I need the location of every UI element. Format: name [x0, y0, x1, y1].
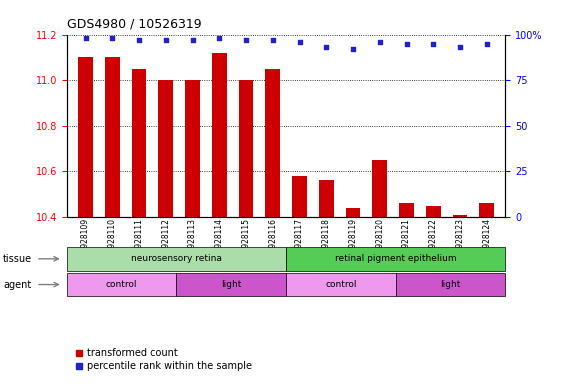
Bar: [78, 57, 93, 217]
Legend: transformed count, percentile rank within the sample: transformed count, percentile rank withi…: [71, 344, 256, 375]
Text: neurosensory retina: neurosensory retina: [131, 254, 222, 263]
Point: [349, 46, 358, 52]
Bar: [426, 205, 440, 217]
Point: [482, 41, 492, 47]
Bar: [67, 273, 177, 296]
Bar: [105, 57, 120, 217]
Point: [107, 35, 117, 41]
Bar: [319, 180, 333, 217]
Text: light: light: [440, 280, 461, 289]
Point: [241, 37, 250, 43]
Bar: [346, 208, 360, 217]
Point: [188, 37, 197, 43]
Point: [322, 44, 331, 50]
Point: [295, 39, 304, 45]
Bar: [292, 176, 307, 217]
Point: [81, 35, 90, 41]
Text: tissue: tissue: [3, 254, 32, 264]
Bar: [177, 273, 286, 296]
Bar: [399, 203, 414, 217]
Bar: [67, 247, 286, 271]
Bar: [239, 80, 253, 217]
Bar: [453, 215, 467, 217]
Point: [429, 41, 438, 47]
Point: [134, 37, 144, 43]
Text: control: control: [106, 280, 137, 289]
Bar: [185, 80, 200, 217]
Point: [402, 41, 411, 47]
Point: [375, 39, 385, 45]
Text: agent: agent: [3, 280, 31, 290]
Bar: [132, 69, 146, 217]
Point: [214, 35, 224, 41]
Bar: [396, 273, 505, 296]
Text: light: light: [221, 280, 242, 289]
Bar: [266, 69, 280, 217]
Bar: [212, 53, 227, 217]
Text: retinal pigment epithelium: retinal pigment epithelium: [335, 254, 457, 263]
Bar: [479, 203, 494, 217]
Point: [268, 37, 277, 43]
Bar: [372, 160, 387, 217]
Bar: [286, 273, 396, 296]
Point: [456, 44, 465, 50]
Text: control: control: [325, 280, 357, 289]
Bar: [159, 80, 173, 217]
Bar: [286, 247, 505, 271]
Text: GDS4980 / 10526319: GDS4980 / 10526319: [67, 17, 202, 30]
Point: [161, 37, 170, 43]
